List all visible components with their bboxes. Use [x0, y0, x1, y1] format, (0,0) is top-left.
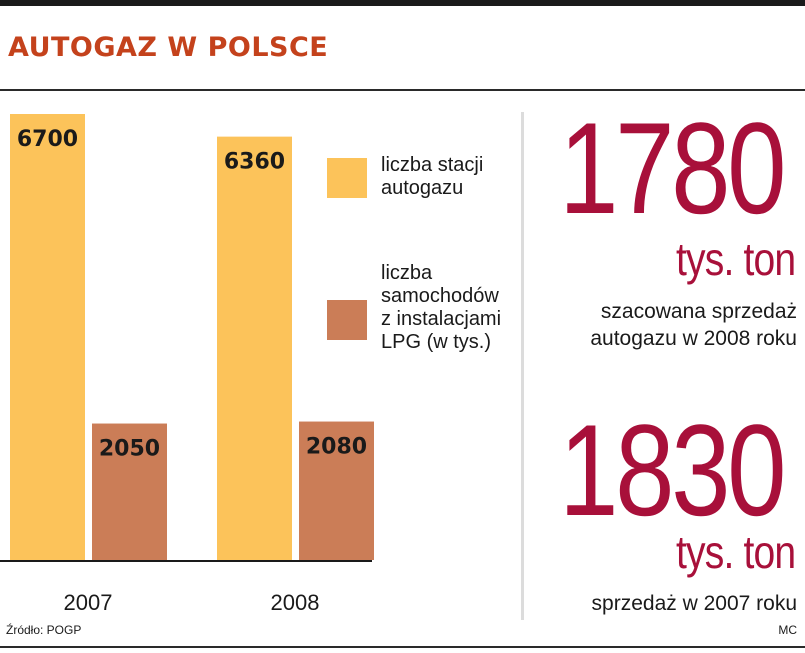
- fact-desc-line: sprzedaż w 2007 roku: [591, 592, 797, 615]
- legend-line: liczba stacji: [381, 154, 484, 176]
- top-border: [0, 0, 805, 6]
- legend-line: LPG (w tys.): [381, 331, 492, 353]
- legend-line: samochodów: [381, 285, 499, 307]
- bar-value-label: 6360: [224, 150, 285, 175]
- bar: [217, 136, 292, 560]
- legend-line: z instalacjami: [381, 308, 502, 330]
- fact-2008-unit: tys. ton: [675, 233, 796, 285]
- fact-2007-description: sprzedaż w 2007 roku: [592, 590, 797, 617]
- fact-desc-line: szacowana sprzedaż: [600, 300, 797, 323]
- source-note: Źródło: POGP: [6, 623, 82, 637]
- bar: [299, 421, 374, 560]
- legend-swatch-stations: [327, 158, 367, 198]
- bottom-rule: [0, 646, 805, 648]
- legend-line: autogazu: [381, 177, 464, 199]
- fact-desc-line: autogazu w 2008 roku: [590, 327, 797, 350]
- bar-value-label: 2050: [99, 437, 160, 462]
- bar: [92, 423, 167, 560]
- fact-2007-value: 1830: [558, 397, 786, 543]
- page-title: AUTOGAZ W POLSCE: [8, 32, 329, 63]
- legend-swatch-cars: [327, 300, 367, 340]
- header-rule: [0, 89, 805, 91]
- legend-label-cars: liczba samochodów z instalacjami LPG (w …: [381, 262, 501, 354]
- legend-label-stations: liczba stacji autogazu: [381, 154, 483, 200]
- legend-line: liczba: [381, 262, 433, 284]
- bar-value-label: 2080: [306, 435, 367, 460]
- x-tick-label: 2008: [271, 590, 320, 615]
- author-credit: MC: [778, 623, 797, 637]
- bar: [10, 114, 85, 560]
- fact-2008-value: 1780: [558, 95, 786, 241]
- fact-2007-unit: tys. ton: [675, 526, 796, 578]
- x-tick-label: 2007: [64, 590, 113, 615]
- fact-2008-description: szacowana sprzedaż autogazu w 2008 roku: [590, 298, 797, 352]
- column-divider: [521, 112, 524, 620]
- bar-value-label: 6700: [17, 127, 78, 152]
- bar-chart: 6700 2050 2007 6360 2080 2008: [0, 114, 374, 615]
